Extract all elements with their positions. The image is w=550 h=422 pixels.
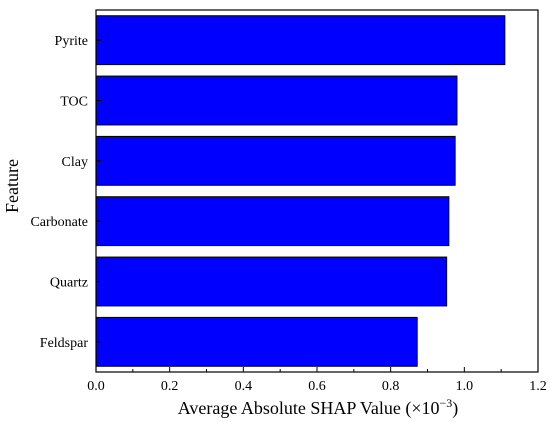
bar-feldspar <box>95 316 418 367</box>
x-tick-label: 0.8 <box>382 379 400 394</box>
x-tick-label: 0.2 <box>161 379 179 394</box>
bar-clay <box>95 135 456 186</box>
x-tick-label: 0.4 <box>235 379 253 394</box>
y-axis-title: Feature <box>2 159 22 213</box>
x-tick-label: 0.6 <box>308 379 326 394</box>
y-tick-label-toc: TOC <box>60 95 88 110</box>
bar-quartz <box>95 256 448 307</box>
bars-layer <box>95 15 506 367</box>
x-tick-label: 0.0 <box>87 379 105 394</box>
bar-pyrite <box>95 15 506 66</box>
y-tick-label-carbonate: Carbonate <box>30 215 88 230</box>
x-tick-label: 1.2 <box>529 379 547 394</box>
y-tick-label-feldspar: Feldspar <box>40 336 89 351</box>
y-tick-label-pyrite: Pyrite <box>55 34 88 49</box>
x-tick-label: 1.0 <box>456 379 474 394</box>
ticks-layer: Pyrite TOC Clay Carbonate Quartz Feldspar 0.0 0… <box>30 34 546 394</box>
bar-toc <box>95 75 458 126</box>
bar-carbonate <box>95 196 450 247</box>
x-axis-title: Average Absolute SHAP Value (×10−3) <box>178 396 459 419</box>
y-tick-label-clay: Clay <box>62 155 88 170</box>
y-tick-label-quartz: Quartz <box>50 276 88 291</box>
